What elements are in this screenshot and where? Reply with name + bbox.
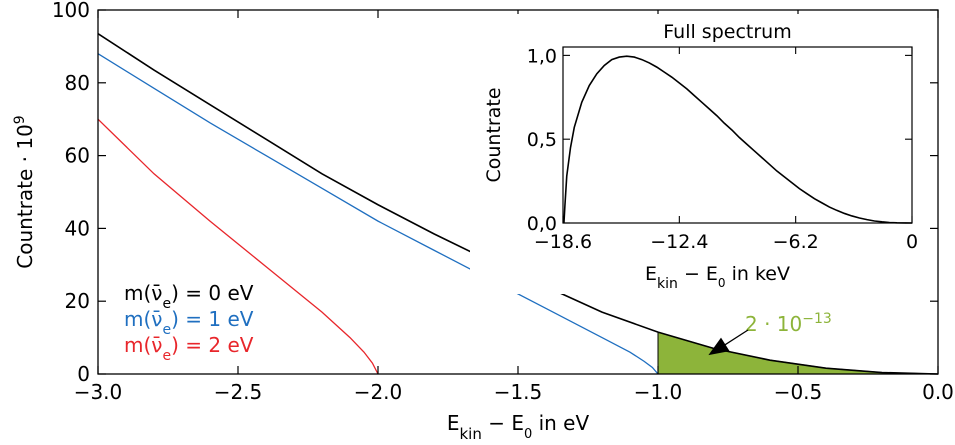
y-tick-label: 100 [52,0,90,22]
inset-spectrum-line [563,55,913,224]
x-tick-label: −1.0 [634,380,683,404]
series-line-2ev [97,118,379,375]
y-tick-label: 80 [65,71,90,95]
inset-y-tick-label: 0,0 [527,213,557,235]
inset-x-axis-label: Ekin − E0 in keV [645,263,790,292]
inset-frame [562,46,913,224]
annotation-arrowhead [708,337,730,356]
inset-y-axis-label: Countrate [483,87,505,182]
x-tick-label: −2.0 [354,380,403,404]
series-line-1ev [97,53,659,375]
x-tick-label: 0.0 [922,380,954,404]
y-tick-label: 60 [65,144,90,168]
inset-x-tick-label: −12.4 [650,231,708,253]
inset-x-tick-label: −6.2 [773,231,819,253]
x-tick-label: −2.5 [214,380,263,404]
legend-entry: m(ν̄e) = 2 eV [124,333,254,364]
inset-title: Full spectrum [663,21,791,43]
x-tick-label: −0.5 [774,380,823,404]
y-tick-label: 40 [65,216,90,240]
inset-y-tick-label: 0,5 [527,129,557,151]
inset-background [470,14,930,294]
inset-y-tick-label: 1,0 [527,45,557,67]
x-axis-label: Ekin − E0 in eV [447,411,590,443]
y-axis-label: Countrate · 109 [12,115,37,268]
inset-x-tick-label: −18.6 [534,231,592,253]
annotation-label: 2 · 10−13 [745,311,832,336]
x-tick-label: −3.0 [74,380,123,404]
main-plot: −3.0 −2.5 −2.0 −1.5 −1.0 −0.5 0.0 0 20 40 60 80 100 E… [12,0,954,443]
inset-plot: −18.6 −12.4 −6.2 0 0,0 0,5 1,0 Full spectrum Eki… [470,14,930,294]
x-tick-label: −1.5 [494,380,543,404]
legend-entry: m(ν̄e) = 1 eV [124,307,254,338]
inset-x-tick-label: 0 [906,231,918,253]
y-tick-label: 20 [65,289,90,313]
legend-entry: m(ν̄e) = 0 eV [124,281,254,312]
y-tick-label: 0 [77,362,90,386]
